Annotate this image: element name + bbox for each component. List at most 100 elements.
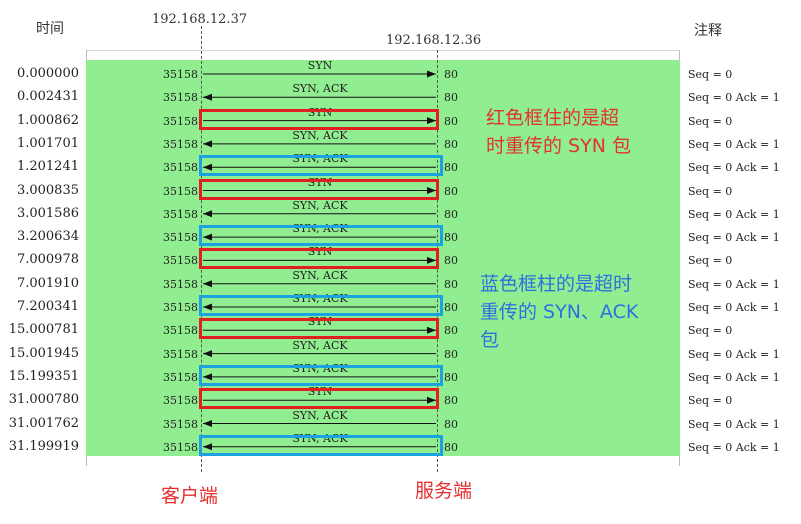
left-border-tick [86,50,87,60]
row-time: 15.199351 [8,368,79,384]
row-note: Seq = 0 Ack = 1 [688,301,780,314]
row-dst-port: 80 [444,254,458,268]
client-label: 客户端 [161,485,219,507]
row-src-port: 35158 [163,137,198,151]
arrow-head-icon [203,140,212,148]
row-time: 1.201241 [16,159,79,175]
row-note: Seq = 0 [688,68,733,81]
syn-retransmit-box [199,388,439,410]
row-dst-port: 80 [444,231,458,245]
row-src-port: 35158 [163,324,198,338]
row-note: Seq = 0 Ack = 1 [688,277,780,291]
arrow-head-icon [203,303,212,311]
arrow-head-icon [203,93,212,101]
arrow-head-icon [203,210,212,218]
row-src-port: 35158 [163,417,198,431]
row-src-port: 35158 [163,440,198,454]
row-packet-label: SYN, ACK [292,268,348,282]
row-note: Seq = 0 Ack = 1 [688,370,780,384]
row-time: 7.000978 [16,252,79,268]
row-dst-port: 80 [444,184,458,198]
row-note: Seq = 0 [688,184,733,198]
arrow-head-icon [427,187,436,194]
arrow-head-icon [427,396,436,404]
row-dst-port: 80 [444,161,458,175]
row-dst-port: 80 [444,301,458,314]
row-src-port: 35158 [163,370,198,384]
arrow-head-icon [203,233,212,241]
row-time: 0.002431 [16,89,79,105]
row-packet-label: SYN, ACK [292,408,348,422]
row-packet-label: SYN, ACK [292,198,348,212]
arrow-head-icon [203,350,212,358]
row-note: Seq = 0 [688,114,733,128]
header-separator [86,50,680,51]
blue-annotation-line-1: 蓝色框柱的是超时 [480,273,633,295]
row-src-port: 35158 [163,394,198,408]
row-time: 7.001910 [16,275,79,291]
synack-retransmit-box [199,295,443,316]
row-src-port: 35158 [163,277,198,291]
row-note: Seq = 0 Ack = 1 [688,440,780,454]
server-ip-label: 192.168.12.36 [386,33,482,48]
syn-retransmit-box [199,318,439,340]
syn-retransmit-box [199,108,439,130]
blue-annotation: 蓝色框柱的是超时 重传的 SYN、ACK 包 [480,270,638,354]
syn-retransmit-box [199,178,439,200]
row-src-port: 35158 [163,231,198,245]
row-dst-port: 80 [444,417,458,431]
row-src-port: 35158 [163,114,198,128]
row-src-port: 35158 [163,301,198,314]
row-note: Seq = 0 Ack = 1 [688,347,780,361]
row-src-port: 35158 [163,184,198,198]
row-packet-label: SYN [307,59,333,72]
row-dst-port: 80 [444,324,458,338]
row-src-port: 35158 [163,347,198,361]
row-dst-port: 80 [444,440,458,454]
red-annotation-line-1: 红色框住的是超 [486,107,620,129]
arrow-head-icon [203,280,212,288]
red-annotation-line-2: 时重传的 SYN 包 [486,135,631,157]
time-column-header: 时间 [36,21,64,37]
server-label: 服务端 [415,480,473,502]
row-note: Seq = 0 [688,394,733,408]
row-note: Seq = 0 Ack = 1 [688,231,780,245]
row-dst-port: 80 [444,114,458,128]
synack-retransmit-box [199,364,443,386]
synack-retransmit-box [199,155,443,177]
left-border-tick-bottom [86,456,87,466]
arrow-head-icon [427,326,436,334]
row-time: 15.000781 [8,322,79,338]
red-annotation: 红色框住的是超 时重传的 SYN 包 [486,104,631,160]
row-src-port: 35158 [163,68,198,81]
arrow-head-icon [203,420,212,427]
row-note: Seq = 0 Ack = 1 [688,417,780,431]
blue-annotation-line-3: 包 [480,329,500,351]
row-dst-port: 80 [444,137,458,151]
blue-annotation-line-2: 重传的 SYN、ACK [480,301,639,323]
arrow-head-icon [203,443,212,451]
row-time: 3.000835 [16,182,79,198]
row-src-port: 35158 [163,207,198,221]
arrow-head-icon [427,70,436,78]
row-dst-port: 80 [444,370,458,384]
row-time: 0.000000 [16,66,79,81]
row-note: Seq = 0 Ack = 1 [688,207,780,221]
client-ip-label: 192.168.12.37 [152,12,248,27]
arrow-head-icon [427,256,436,264]
row-time: 31.001762 [8,415,79,431]
note-column-header: 注释 [694,23,722,39]
row-dst-port: 80 [444,91,458,105]
row-time: 1.000862 [16,112,79,128]
row-src-port: 35158 [163,91,198,105]
synack-retransmit-box [199,225,443,247]
row-time: 31.000780 [8,392,79,408]
row-packet-label: SYN, ACK [292,128,348,142]
row-dst-port: 80 [444,207,458,221]
row-time: 31.199919 [8,438,79,454]
syn-retransmit-box [199,248,439,270]
arrow-head-icon [203,163,212,171]
row-dst-port: 80 [444,347,458,361]
arrow-head-icon [203,373,212,381]
